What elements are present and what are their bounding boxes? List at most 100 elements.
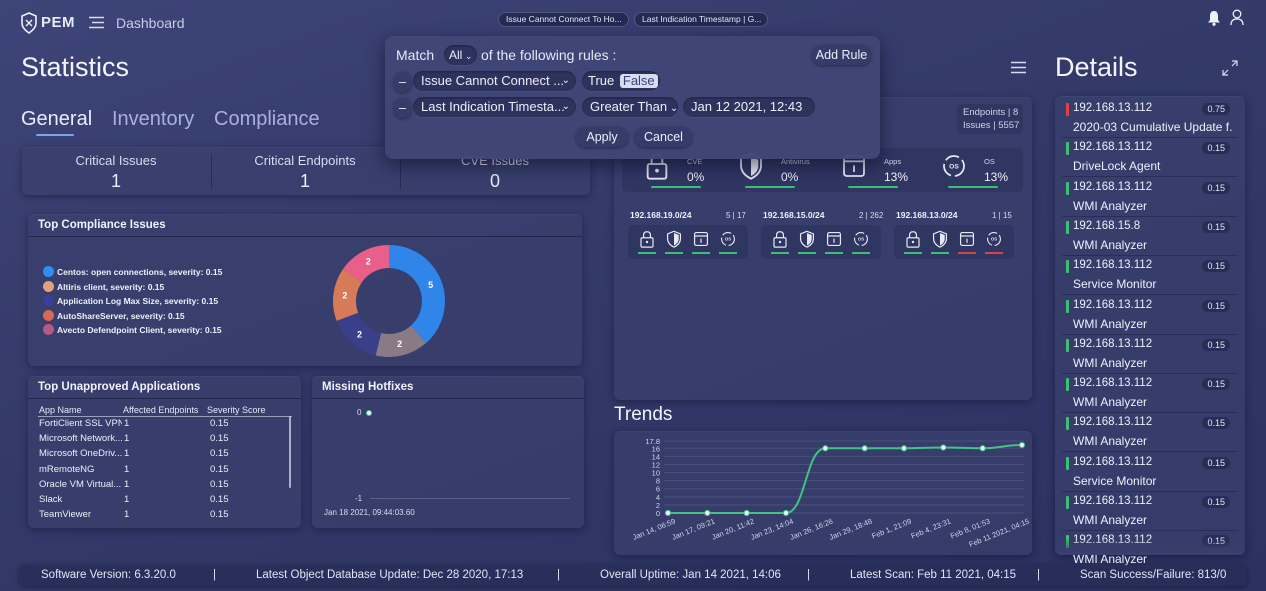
donut-slice[interactable] — [333, 269, 362, 321]
severity-score-cell: 0.15 — [210, 448, 229, 460]
bell-icon[interactable] — [1207, 10, 1221, 29]
endpoints-list-icon[interactable] — [1011, 61, 1026, 77]
table-row[interactable]: mRemoteNG 1 0.15 — [38, 464, 290, 478]
donut-slice[interactable] — [389, 245, 445, 343]
subnet-name[interactable]: 192.168.19.0/24 — [630, 210, 692, 220]
breadcrumb[interactable]: Dashboard — [116, 15, 185, 31]
trend-point[interactable] — [979, 445, 986, 452]
subnet-status-bar — [985, 252, 1003, 254]
donut-slice[interactable] — [342, 245, 389, 283]
table-row[interactable]: Oracle VM Virtual... 1 0.15 — [38, 479, 290, 493]
tab-inventory[interactable]: Inventory — [112, 108, 195, 130]
summary-label: OS — [984, 157, 995, 166]
donut-slice-label: 2 — [342, 291, 347, 301]
match-select[interactable]: All ⌄ — [444, 45, 477, 65]
trend-point[interactable] — [900, 445, 908, 452]
legend-label[interactable]: Altiris client, severity: 0.15 — [57, 281, 165, 292]
rule1-false-option[interactable]: False — [619, 74, 658, 88]
summary-value[interactable]: 13% — [884, 170, 909, 184]
cancel-button[interactable]: Cancel — [635, 127, 692, 147]
legend-label[interactable]: Avecto Defendpoint Client, severity: 0.1… — [57, 325, 222, 336]
detail-list-item[interactable]: 192.168.13.112 0.15 WMI Analyzer — [1062, 178, 1238, 217]
table-header-line — [38, 416, 292, 417]
subnet-status-bar — [825, 252, 843, 254]
shield-icon — [737, 152, 765, 180]
rule2-date-input[interactable]: Jan 12 2021, 12:43 — [683, 97, 815, 117]
critical-issues-value[interactable]: 1 — [110, 171, 121, 191]
trend-point[interactable] — [861, 445, 868, 452]
os-icon: OS — [940, 152, 968, 180]
detail-list-item[interactable]: 192.168.15.8 0.15 WMI Analyzer — [1062, 217, 1238, 256]
trend-point[interactable] — [664, 509, 672, 517]
detail-list-item[interactable]: 192.168.13.112 0.15 WMI Analyzer — [1062, 296, 1238, 335]
col-header-app-name[interactable]: App Name — [39, 405, 82, 415]
col-header-severity-score[interactable]: Severity Score — [207, 405, 266, 415]
col-header-affected-endpoints[interactable]: Affected Endpoints — [123, 405, 199, 415]
trend-point[interactable] — [940, 444, 947, 451]
detail-list-item[interactable]: 192.168.13.112 0.15 WMI Analyzer — [1062, 374, 1238, 414]
trend-point[interactable] — [1018, 441, 1026, 449]
filter-chip-issue[interactable]: Issue Cannot Connect To Ho... — [498, 12, 629, 27]
detail-list-item[interactable]: 192.168.13.112 0.15 WMI Analyzer — [1062, 413, 1238, 453]
remove-rule-2-button[interactable]: – — [394, 98, 411, 118]
chevron-down-icon: ⌄ — [667, 103, 678, 114]
detail-ip: 192.168.15.8 — [1073, 219, 1141, 232]
detail-list-item[interactable]: 192.168.13.112 0.15 WMI Analyzer — [1062, 335, 1238, 374]
severity-indicator — [1066, 181, 1069, 195]
severity-score-cell: 0.15 — [210, 478, 229, 490]
summary-value[interactable]: 0% — [687, 170, 705, 184]
x-tick-label: Feb 4, 23:31 — [910, 517, 952, 541]
table-row[interactable]: Microsoft Network... 1 0.15 — [38, 433, 290, 447]
legend-label[interactable]: Application Log Max Size, severity: 0.15 — [57, 296, 219, 307]
rule1-field-select[interactable]: Issue Cannot Connect ... ⌄ — [413, 71, 576, 91]
table-scrollbar[interactable] — [289, 416, 291, 488]
tab-general[interactable]: General — [21, 108, 93, 130]
summary-value[interactable]: 13% — [984, 170, 1009, 184]
trend-point[interactable] — [743, 509, 750, 517]
detail-list-item[interactable]: 192.168.13.112 0.15 Service Monitor — [1062, 453, 1238, 492]
trend-point[interactable] — [822, 445, 829, 452]
rule1-bool-toggle[interactable]: True False — [582, 71, 660, 91]
subnet-name[interactable]: 192.168.15.0/24 — [763, 210, 825, 220]
legend-label[interactable]: Centos: open connections, severity: 0.15 — [57, 267, 223, 277]
detail-list-item[interactable]: 192.168.13.112 0.15 Service Monitor — [1062, 256, 1238, 296]
legend-label[interactable]: AutoShareServer, severity: 0.15 — [57, 310, 185, 321]
donut-slice[interactable] — [336, 312, 382, 356]
filter-chip-timestamp[interactable]: Last Indication Timestamp | G... — [634, 12, 768, 27]
endpoints-count-badge: Endpoints | 8 Issues | 5557 — [957, 104, 1023, 134]
add-rule-button[interactable]: Add Rule — [812, 45, 871, 65]
svg-text:OS: OS — [991, 237, 997, 242]
apply-button[interactable]: Apply — [576, 127, 628, 147]
table-row[interactable]: TeamViewer 1 0.15 — [38, 509, 290, 523]
summary-value[interactable]: 0% — [781, 170, 799, 184]
status-footer: Software Version: 6.3.20.0 | Latest Obje… — [19, 565, 1247, 586]
expand-icon[interactable] — [1221, 59, 1239, 80]
table-row[interactable]: Microsoft OneDriv... 1 0.15 — [38, 448, 290, 462]
rule2-operator-select[interactable]: Greater Than ⌄ — [582, 97, 678, 117]
compliance-donut[interactable]: 5 2 2 2 2 — [331, 243, 447, 362]
user-icon[interactable] — [1230, 9, 1244, 29]
overall-uptime: Overall Uptime: Jan 14 2021, 14:06 — [600, 569, 781, 581]
detail-list-item[interactable]: 192.168.13.112 0.15 DriveLock Agent — [1062, 138, 1238, 178]
cve-issues-value[interactable]: 0 — [489, 171, 500, 191]
subnet-name[interactable]: 192.168.13.0/24 — [896, 210, 958, 220]
table-row[interactable]: Slack 1 0.15 — [38, 494, 290, 508]
critical-endpoints-value[interactable]: 1 — [299, 171, 310, 191]
table-row[interactable]: FortiClient SSL VPN 1 0.15 — [38, 418, 290, 432]
detail-list-item[interactable]: 192.168.13.112 0.15 WMI Analyzer — [1062, 492, 1238, 531]
rule2-field-select[interactable]: Last Indication Timesta... ⌄ — [413, 97, 576, 117]
menu-icon[interactable] — [89, 16, 104, 32]
tab-compliance[interactable]: Compliance — [214, 108, 320, 130]
donut-slice[interactable] — [375, 325, 427, 357]
remove-rule-1-button[interactable]: – — [394, 72, 411, 92]
os-icon: OS — [719, 230, 737, 248]
trend-point[interactable] — [782, 509, 790, 517]
trend-point[interactable] — [704, 509, 711, 517]
issues-count: Issues | 5557 — [963, 120, 1020, 131]
hotfix-point[interactable] — [366, 410, 372, 416]
detail-list-item[interactable]: 192.168.13.112 0.75 2020-03 Cumulative Upd… — [1062, 99, 1238, 138]
rule1-true-option[interactable]: True — [588, 73, 615, 88]
pem-logo[interactable]: PEM — [20, 12, 80, 34]
severity-indicator — [1066, 260, 1069, 274]
